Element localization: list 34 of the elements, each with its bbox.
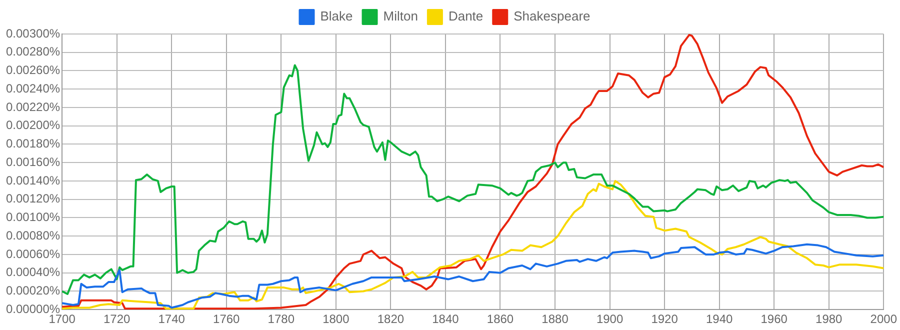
x-tick-label: 1900: [596, 312, 624, 326]
y-tick-label: 0.00060%: [6, 246, 60, 261]
y-tick-label: 0.00020%: [6, 284, 60, 298]
y-tick-label: 0.00240%: [6, 81, 60, 96]
x-tick-label: 1760: [213, 312, 240, 326]
legend-label: Milton: [383, 8, 418, 24]
y-tick-label: 0.00100%: [6, 210, 60, 224]
y-tick-label: 0.00220%: [6, 100, 60, 114]
y-tick-label: 0.00040%: [6, 265, 60, 280]
x-tick-label: 1920: [651, 312, 678, 326]
x-tick-label: 1940: [706, 312, 733, 326]
x-tick-label: 1800: [322, 312, 350, 326]
y-tick-label: 0.00300%: [6, 26, 60, 40]
y-tick-label: 0.00140%: [6, 173, 60, 188]
x-tick-label: 1840: [432, 312, 460, 326]
y-tick-label: 0.00120%: [6, 192, 60, 206]
x-tick-label: 1780: [268, 312, 295, 326]
y-tick-label: 0.00280%: [6, 44, 60, 59]
x-tick-label: 1880: [542, 312, 569, 326]
x-tick-label: 1720: [103, 312, 130, 326]
x-tick-label: 1980: [816, 312, 843, 326]
x-tick-label: 1740: [158, 312, 186, 326]
x-tick-label: 1960: [760, 312, 788, 326]
x-tick-label: 1860: [486, 312, 514, 326]
legend-label: Shakespeare: [514, 8, 590, 24]
x-tick-label: 1820: [377, 312, 404, 326]
y-tick-label: 0.00260%: [6, 63, 60, 78]
y-tick-label: 0.00080%: [6, 228, 60, 242]
x-tick-label: 2000: [870, 312, 898, 326]
y-tick-label: 0.00180%: [6, 136, 60, 151]
y-tick-label: 0.00160%: [6, 154, 60, 169]
legend-label: Blake: [320, 8, 353, 24]
y-tick-label: 0.00200%: [6, 118, 60, 132]
legend-label: Dante: [448, 8, 484, 24]
